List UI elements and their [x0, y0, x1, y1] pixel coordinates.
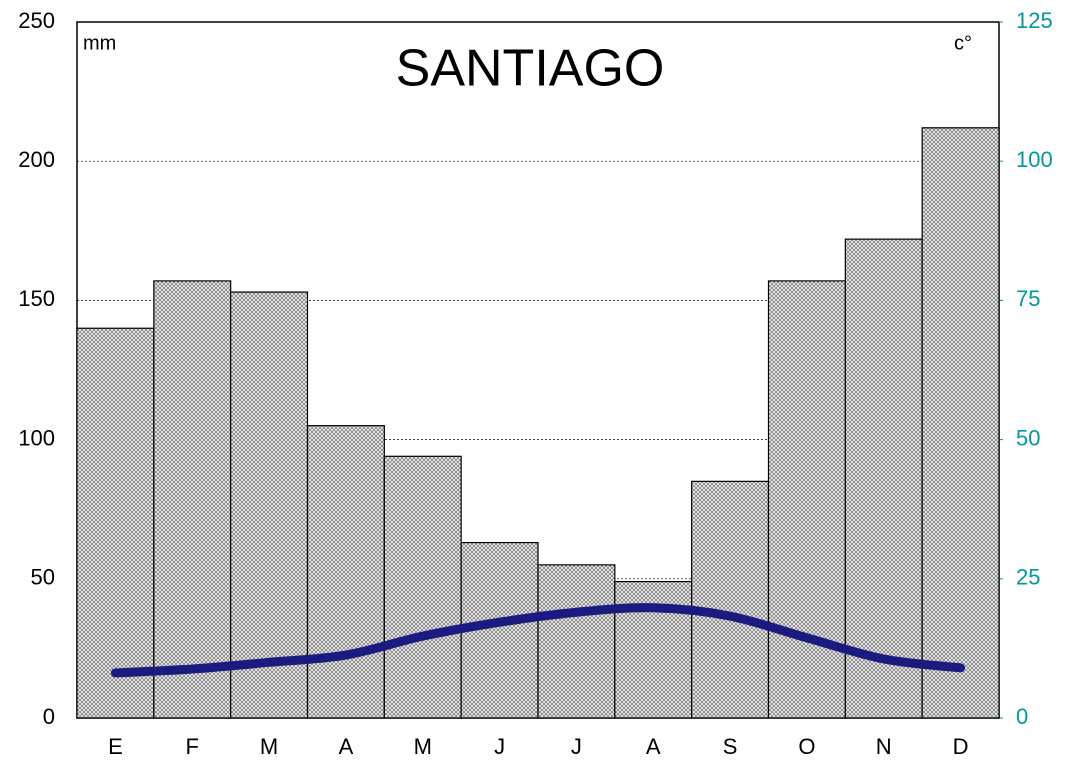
chart-title: SANTIAGO [396, 40, 665, 98]
x-tick-label: O [798, 734, 815, 759]
y-tick-label: 150 [18, 286, 55, 311]
bar [921, 127, 1000, 719]
x-tick-label: N [876, 734, 892, 759]
y-tick-label: 200 [18, 147, 55, 172]
y-tick-label: 100 [18, 425, 55, 450]
x-tick-label: M [414, 734, 432, 759]
y-tick-label: 50 [31, 565, 55, 590]
x-tick-label: J [571, 734, 582, 759]
y-tick-label: 250 [18, 8, 55, 33]
y2-tick-label: 125 [1016, 8, 1053, 33]
bar [767, 280, 846, 719]
y2-tick-label: 50 [1016, 425, 1040, 450]
x-tick-label: A [646, 734, 661, 759]
y2-tick-label: 25 [1016, 565, 1040, 590]
bar [383, 455, 462, 719]
bar [691, 480, 770, 719]
y2-tick-label: 0 [1016, 704, 1028, 729]
x-tick-label: D [953, 734, 969, 759]
x-tick-label: M [260, 734, 278, 759]
x-tick-label: J [494, 734, 505, 759]
bar [230, 291, 309, 719]
bar [614, 580, 693, 719]
y2-tick-label: 100 [1016, 147, 1053, 172]
x-tick-label: S [723, 734, 738, 759]
x-tick-label: A [339, 734, 354, 759]
bar [76, 327, 155, 719]
y2-axis-label: c° [954, 32, 972, 54]
y-axis-label: mm [83, 32, 116, 54]
bar [153, 280, 232, 719]
y-tick-label: 0 [43, 704, 55, 729]
marks [76, 127, 1000, 719]
y2-tick-label: 75 [1016, 286, 1040, 311]
x-tick-label: E [108, 734, 123, 759]
temperature-line [110, 603, 966, 678]
bar [306, 425, 385, 719]
bar [537, 564, 616, 719]
x-tick-label: F [186, 734, 199, 759]
bar [844, 238, 923, 719]
